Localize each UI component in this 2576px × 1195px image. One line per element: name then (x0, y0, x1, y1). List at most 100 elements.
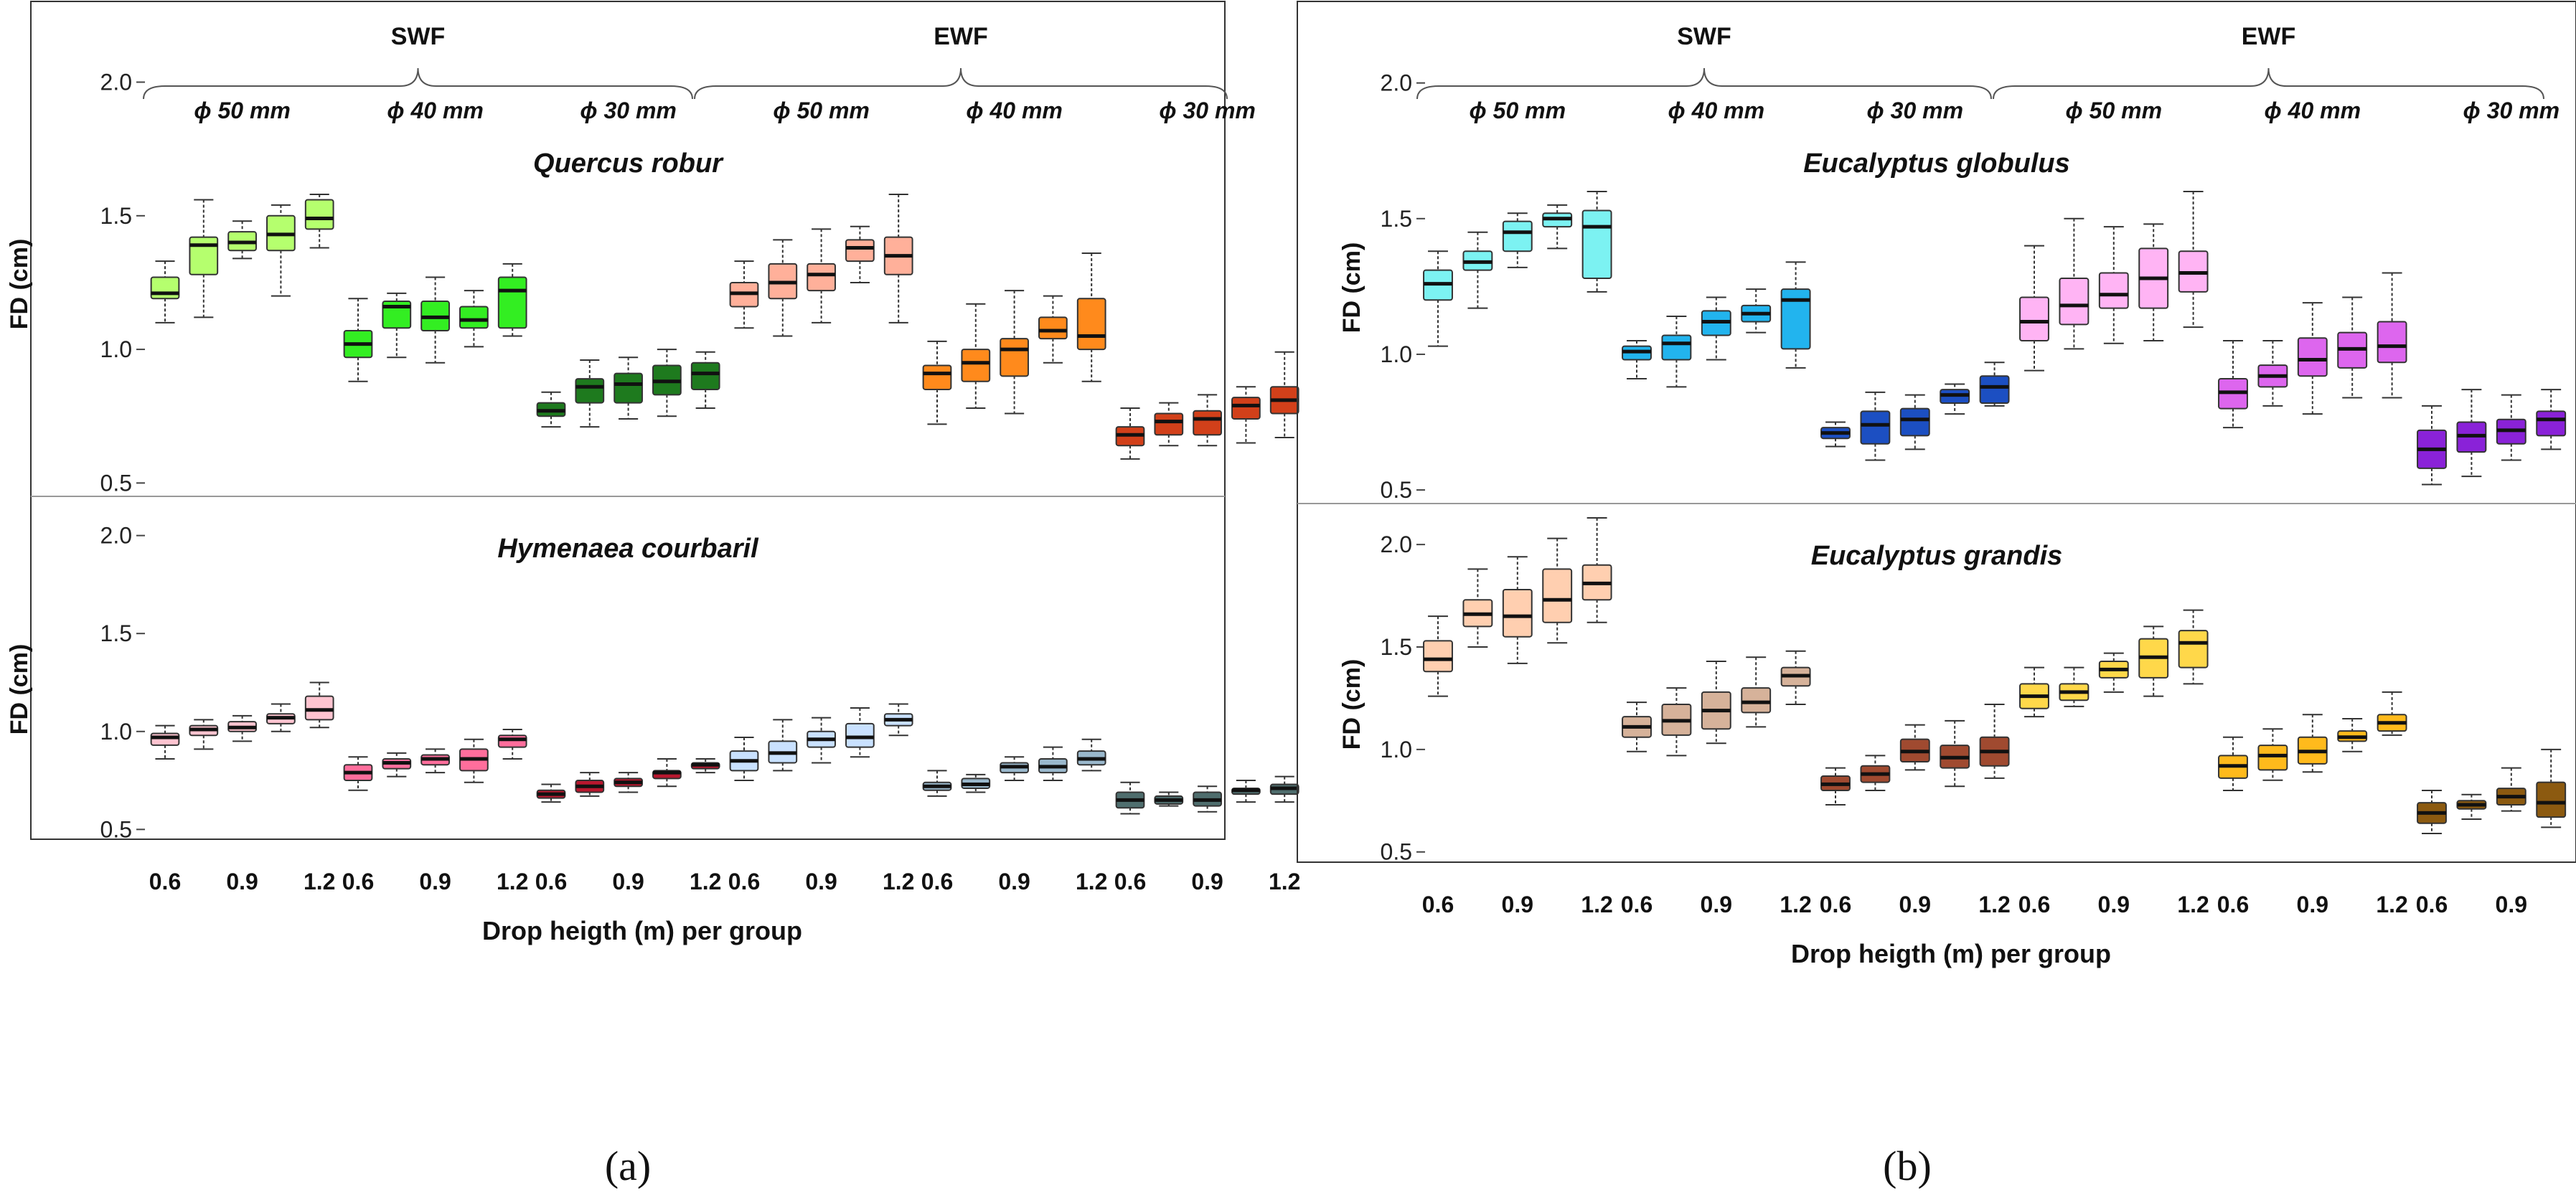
y-tick-label: 2.0 (1381, 70, 1412, 96)
box-eucalyptus-globulus-7 (1701, 296, 1731, 361)
box-iqr (304, 695, 334, 721)
box-quercus-robur-18 (845, 225, 875, 283)
box-hymenaea-courbaril-21 (961, 773, 991, 793)
y-tick-label: 1.5 (100, 203, 132, 229)
y-tick-label: 0.5 (100, 470, 132, 496)
box-eucalyptus-globulus-23 (2337, 296, 2368, 399)
box-iqr (1193, 410, 1222, 436)
box-iqr (2019, 296, 2049, 342)
box-hymenaea-courbaril-26 (1154, 791, 1184, 807)
species-title: Quercus robur (533, 148, 724, 179)
x-tick-label: 0.9 (419, 869, 451, 894)
y-tick-label: 2.0 (100, 70, 132, 95)
panel-letter: (a) (605, 1143, 651, 1189)
box-hymenaea-courbaril-0 (150, 724, 180, 760)
box-hymenaea-courbaril-24 (1076, 738, 1106, 772)
box-iqr (1502, 220, 1533, 252)
box-quercus-robur-14 (690, 351, 720, 410)
box-eucalyptus-globulus-10 (1820, 421, 1851, 448)
species-title: Eucalyptus globulus (1803, 148, 2070, 179)
box-eucalyptus-globulus-21 (2257, 340, 2288, 407)
box-quercus-robur-26 (1154, 402, 1184, 447)
box-hymenaea-courbaril-6 (382, 752, 412, 778)
box-iqr (1154, 412, 1184, 436)
box-eucalyptus-globulus-11 (1860, 391, 1891, 461)
y-tick-label: 1.0 (100, 719, 132, 745)
y-tick-label: 1.5 (1381, 634, 1412, 660)
box-eucalyptus-globulus-27 (2496, 394, 2526, 461)
y-tick-label: 2.0 (1381, 532, 1412, 557)
box-iqr (2178, 630, 2209, 669)
box-eucalyptus-grandis-13 (1940, 719, 1970, 788)
box-iqr (2257, 745, 2288, 771)
y-axis-label: FD (cm) (6, 239, 33, 330)
box-quercus-robur-16 (768, 239, 798, 337)
box-eucalyptus-globulus-20 (2218, 340, 2248, 429)
box-eucalyptus-grandis-5 (1622, 702, 1652, 752)
x-tick-label: 1.2 (497, 869, 528, 894)
group-label-ewf: EWF (934, 23, 988, 50)
group-brace (694, 67, 1228, 100)
box-eucalyptus-globulus-17 (2098, 226, 2129, 344)
x-tick-label: 0.9 (226, 869, 258, 894)
x-tick-label: 0.6 (535, 869, 567, 894)
box-iqr (189, 236, 219, 275)
box-iqr (1231, 397, 1261, 420)
box-hymenaea-courbaril-29 (1269, 775, 1299, 803)
box-quercus-robur-15 (729, 260, 759, 329)
box-quercus-robur-6 (382, 292, 412, 359)
group-brace (143, 67, 693, 100)
x-tick-label: 0.6 (149, 869, 181, 894)
box-eucalyptus-globulus-19 (2178, 190, 2209, 329)
panel-letter: (b) (1883, 1143, 1932, 1189)
diameter-label: ϕ 40 mm (966, 98, 1063, 123)
y-tick-label: 1.5 (100, 620, 132, 646)
box-hymenaea-courbaril-14 (690, 758, 720, 774)
box-hymenaea-courbaril-15 (729, 736, 759, 782)
panel-b: SWF EWF ϕ 50 mm ϕ 40 mm ϕ 30 mm ϕ 50 mm ϕ 40 m… (1297, 1, 2576, 1189)
diameter-label: ϕ 30 mm (580, 98, 677, 123)
box-quercus-robur-8 (459, 290, 489, 348)
box-eucalyptus-grandis-20 (2218, 736, 2248, 791)
box-quercus-robur-28 (1231, 386, 1261, 444)
box-quercus-robur-4 (304, 193, 334, 249)
box-iqr (1502, 589, 1533, 638)
box-iqr (2059, 278, 2090, 326)
box-hymenaea-courbaril-25 (1115, 781, 1145, 815)
box-eucalyptus-globulus-28 (2536, 389, 2567, 450)
box-iqr (1661, 334, 1692, 361)
y-tick-label: 2.0 (100, 523, 132, 549)
box-hymenaea-courbaril-9 (497, 729, 527, 760)
box-hymenaea-courbaril-16 (768, 719, 798, 772)
y-tick-label: 1.0 (1381, 737, 1412, 762)
box-iqr (1542, 568, 1573, 623)
box-eucalyptus-globulus-6 (1661, 315, 1692, 388)
y-tick-label: 0.5 (100, 816, 132, 842)
box-eucalyptus-globulus-16 (2059, 217, 2090, 350)
box-eucalyptus-grandis-12 (1899, 724, 1930, 771)
y-tick-label: 1.0 (100, 336, 132, 362)
x-tick-label: 0.6 (728, 869, 760, 894)
x-tick-label: 0.6 (1820, 892, 1851, 917)
x-tick-label: 1.2 (1780, 892, 1811, 917)
panel-frame (30, 1, 1226, 840)
diameter-label: ϕ 30 mm (2463, 98, 2560, 123)
x-tick-label: 1.2 (1269, 869, 1300, 894)
y-tick-label: 0.5 (1381, 477, 1412, 503)
panel-frame (1297, 1, 2576, 863)
x-tick-label: 1.2 (2177, 892, 2209, 917)
box-hymenaea-courbaril-7 (420, 748, 450, 774)
box-eucalyptus-grandis-25 (2417, 790, 2447, 834)
x-tick-label: 1.2 (1581, 892, 1612, 917)
box-eucalyptus-grandis-15 (2019, 666, 2049, 718)
box-eucalyptus-globulus-9 (1780, 261, 1811, 369)
diameter-label: ϕ 40 mm (387, 98, 484, 123)
box-eucalyptus-grandis-21 (2257, 728, 2288, 781)
box-quercus-robur-2 (227, 220, 257, 260)
box-hymenaea-courbaril-20 (922, 770, 952, 797)
box-iqr (1979, 375, 2010, 405)
x-tick-label: 1.2 (2575, 892, 2576, 917)
y-tick-label: 1.5 (1381, 206, 1412, 232)
box-iqr (1899, 407, 1930, 437)
